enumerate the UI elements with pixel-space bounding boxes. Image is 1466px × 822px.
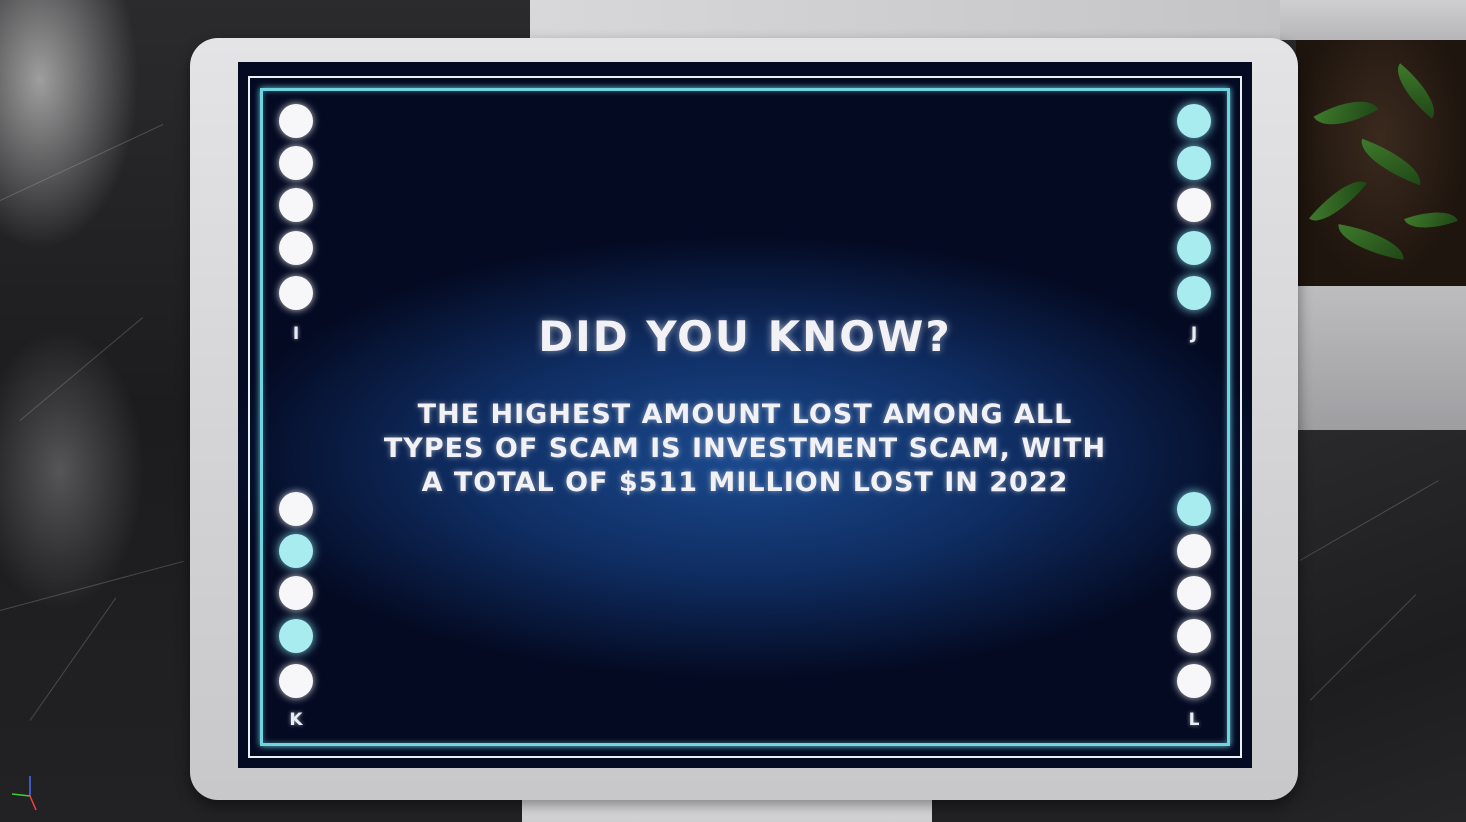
info-board-screen: I J K L DID YOU KNOW? THE HIGHEST AMOUNT… — [238, 62, 1252, 768]
indicator-light — [279, 188, 313, 222]
fact-line: TYPES OF SCAM IS INVESTMENT SCAM, WITH — [383, 433, 1107, 464]
fact-line: A TOTAL OF $511 MILLION LOST IN 2022 — [421, 467, 1069, 498]
indicator-light — [1177, 619, 1211, 653]
background-ledge-top — [1280, 0, 1466, 40]
board-stand — [522, 800, 932, 822]
corner-label-k: K — [289, 710, 303, 730]
indicator-light — [1177, 231, 1211, 265]
axis-gizmo-icon — [11, 776, 37, 811]
fact-line: THE HIGHEST AMOUNT LOST AMONG ALL — [417, 399, 1073, 430]
background-stone-ledge — [530, 0, 1290, 40]
corner-label-l: L — [1188, 710, 1200, 730]
indicator-light — [1177, 576, 1211, 610]
corner-label-i: I — [292, 324, 300, 344]
screen-inner-border — [260, 88, 1230, 746]
indicator-light — [279, 534, 313, 568]
corner-label-j: J — [1190, 324, 1198, 344]
background-planter — [1296, 40, 1466, 286]
indicator-light — [1177, 276, 1211, 310]
board-title: DID YOU KNOW? — [538, 312, 952, 361]
indicator-light — [279, 104, 313, 138]
indicator-light — [1177, 492, 1211, 526]
background-floor-right — [1280, 430, 1466, 822]
screen-outer-border — [248, 76, 1242, 758]
indicator-light — [1177, 146, 1211, 180]
indicator-light — [1177, 188, 1211, 222]
indicator-light — [279, 664, 313, 698]
indicator-light — [279, 231, 313, 265]
indicator-light — [279, 619, 313, 653]
indicator-light — [279, 146, 313, 180]
indicator-light — [279, 492, 313, 526]
indicator-light — [1177, 104, 1211, 138]
indicator-light — [279, 276, 313, 310]
indicator-light — [1177, 664, 1211, 698]
board-fact-text: THE HIGHEST AMOUNT LOST AMONG ALL TYPES … — [328, 398, 1162, 500]
indicator-light — [279, 576, 313, 610]
indicator-light — [1177, 534, 1211, 568]
background-ledge — [1296, 286, 1466, 430]
